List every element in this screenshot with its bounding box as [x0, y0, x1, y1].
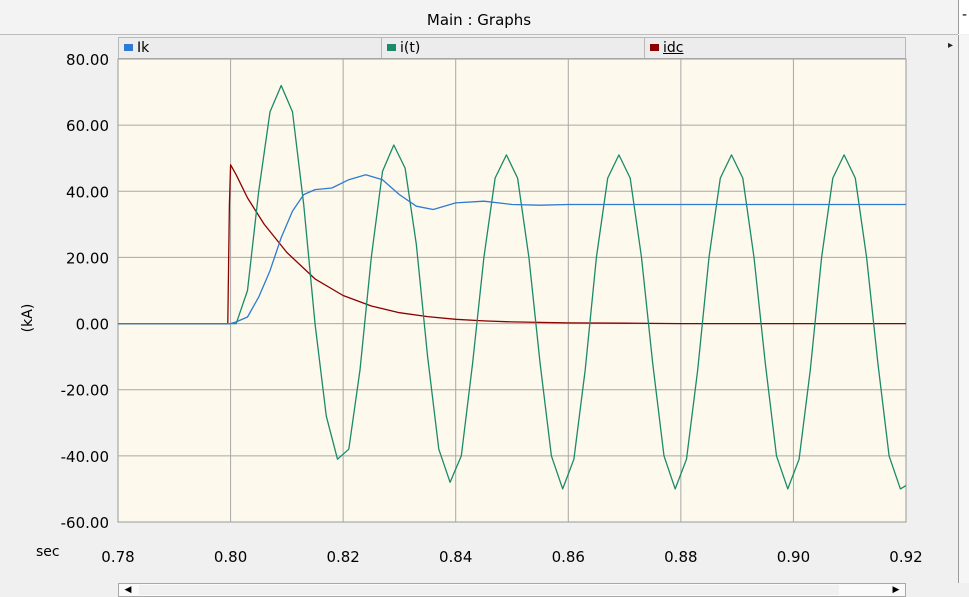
scroll-right-icon[interactable]: ▶: [892, 585, 900, 595]
y-tick-label: -60.00: [61, 514, 109, 532]
legend-swatch-ik: [124, 44, 133, 51]
y-axis-label: (kA): [20, 304, 36, 333]
legend-label-ik: Ik: [137, 40, 150, 56]
legend-bar: Ik i(t) idc: [118, 37, 906, 59]
x-tick-labels: 0.78 0.80 0.82 0.84 0.86 0.88 0.90 0.92: [101, 548, 922, 566]
expand-right-icon[interactable]: ▸: [948, 40, 954, 51]
y-tick-label: 80.00: [66, 51, 109, 69]
series-line-it: [118, 84, 907, 490]
x-tick-label: 0.88: [664, 548, 697, 566]
legend-item-idc[interactable]: idc: [645, 38, 907, 58]
window-titlebar: Main : Graphs: [0, 0, 958, 35]
y-tick-label: 20.00: [66, 249, 109, 267]
x-tick-label: 0.84: [439, 548, 472, 566]
legend-swatch-idc: [650, 44, 659, 51]
legend-label-idc: idc: [663, 40, 684, 56]
x-tick-label: 0.78: [101, 548, 134, 566]
minimize-button[interactable]: -: [958, 0, 969, 34]
legend-label-it: i(t): [400, 40, 421, 56]
scroll-thumb[interactable]: [139, 585, 839, 595]
horizontal-scrollbar[interactable]: ◀ ▶: [118, 583, 906, 597]
x-tick-label: 0.92: [889, 548, 922, 566]
y-tick-label: 40.00: [66, 183, 109, 201]
legend-item-ik[interactable]: Ik: [119, 38, 382, 58]
y-tick-label: 60.00: [66, 117, 109, 135]
y-tick-label: 0.00: [76, 316, 109, 334]
scroll-left-icon[interactable]: ◀: [124, 585, 132, 595]
y-tick-label: -20.00: [61, 382, 109, 400]
x-tick-label: 0.90: [777, 548, 810, 566]
right-panel-strip: [958, 35, 969, 583]
legend-item-it[interactable]: i(t): [382, 38, 645, 58]
legend-swatch-it: [387, 44, 396, 51]
series-lines: [118, 84, 907, 490]
window-title: Main : Graphs: [426, 11, 532, 29]
x-axis-label: sec: [36, 544, 60, 560]
y-tick-label: -40.00: [61, 448, 109, 466]
plot-area: [117, 58, 907, 523]
series-line-ik: [118, 174, 906, 325]
series-line-idc: [118, 164, 906, 325]
x-tick-label: 0.86: [552, 548, 585, 566]
y-tick-labels: 80.00 60.00 40.00 20.00 0.00 -20.00 -40.00 -60.…: [61, 51, 109, 532]
grid-lines: [118, 59, 906, 522]
x-tick-label: 0.82: [326, 548, 359, 566]
x-tick-label: 0.80: [214, 548, 247, 566]
